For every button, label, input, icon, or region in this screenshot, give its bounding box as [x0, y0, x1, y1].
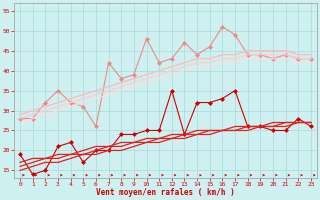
- X-axis label: Vent moyen/en rafales ( km/h ): Vent moyen/en rafales ( km/h ): [96, 188, 235, 197]
